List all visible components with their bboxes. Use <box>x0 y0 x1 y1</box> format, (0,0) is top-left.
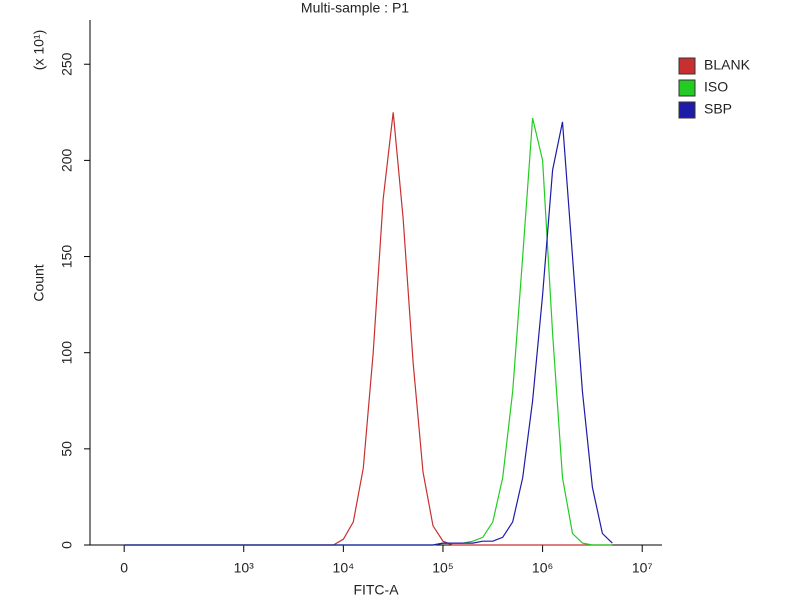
x-tick-label: 10⁴ <box>333 560 355 576</box>
x-tick-label: 10³ <box>234 560 255 576</box>
y-tick-label: 200 <box>59 148 75 172</box>
y-tick-label: 50 <box>59 441 75 457</box>
y-tick-label: 250 <box>59 52 75 76</box>
legend-label: SBP <box>704 101 732 117</box>
series-line <box>124 112 613 546</box>
chart-title: Multi-sample : P1 <box>301 0 409 16</box>
y-tick-label: 0 <box>59 541 75 549</box>
x-axis-label: FITC-A <box>353 582 399 598</box>
legend-swatch <box>678 101 696 119</box>
legend-swatch <box>678 57 696 75</box>
series-line <box>124 121 613 546</box>
y-multiplier: (x 10¹) <box>31 30 47 70</box>
y-tick-label: 100 <box>59 341 75 365</box>
legend-swatch <box>678 79 696 97</box>
x-tick-label: 0 <box>120 560 128 576</box>
legend-label: ISO <box>704 79 728 95</box>
legend-label: BLANK <box>704 57 751 73</box>
x-tick-label: 10⁶ <box>532 560 553 576</box>
x-tick-label: 10⁵ <box>432 560 453 576</box>
y-axis-label: Count <box>31 264 47 301</box>
x-tick-label: 10⁷ <box>632 560 653 576</box>
y-tick-label: 150 <box>59 245 75 269</box>
